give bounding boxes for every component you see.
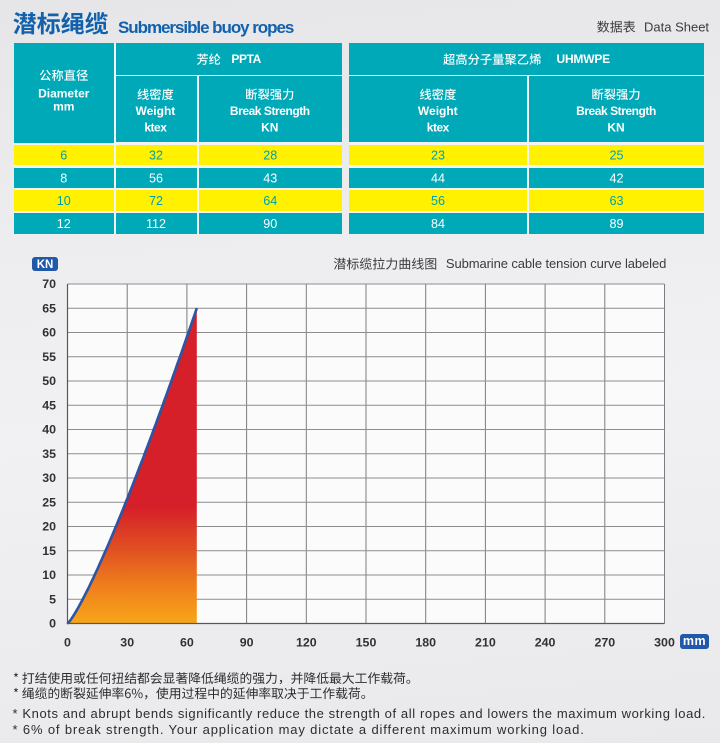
svg-text:65: 65 (42, 301, 56, 315)
svg-text:40: 40 (42, 423, 56, 437)
svg-text:Submarine cable tension curve: Submarine cable tension curve labeled (446, 256, 666, 271)
svg-text:25: 25 (609, 149, 623, 163)
svg-text:60: 60 (42, 326, 56, 340)
svg-text:63: 63 (609, 194, 623, 208)
svg-text:ktex: ktex (427, 120, 450, 134)
svg-text:270: 270 (594, 635, 615, 649)
svg-text:60: 60 (180, 635, 194, 649)
svg-text:43: 43 (263, 172, 277, 186)
svg-text:KN: KN (261, 120, 278, 134)
svg-text:Diameter: Diameter (38, 86, 90, 100)
svg-text:30: 30 (120, 635, 134, 649)
svg-text:* Knots and abrupt bends signi: * Knots and abrupt bends significantly r… (13, 706, 706, 721)
svg-text:64: 64 (263, 194, 277, 208)
svg-text:20: 20 (42, 520, 56, 534)
svg-text:120: 120 (296, 635, 317, 649)
svg-text:210: 210 (475, 635, 496, 649)
svg-text:12: 12 (57, 217, 71, 231)
svg-text:10: 10 (42, 568, 56, 582)
svg-text:KN: KN (37, 259, 54, 271)
svg-text:28: 28 (263, 149, 277, 163)
svg-text:* 6% of break strength. Your a: * 6% of break strength. Your application… (13, 722, 585, 737)
svg-text:90: 90 (263, 217, 277, 231)
svg-text:300: 300 (654, 635, 675, 649)
svg-text:44: 44 (431, 172, 445, 186)
svg-text:Break Strength: Break Strength (576, 104, 656, 118)
svg-text:90: 90 (240, 635, 254, 649)
svg-text:Data Sheet: Data Sheet (644, 20, 709, 35)
svg-text:180: 180 (415, 635, 436, 649)
svg-text:8: 8 (60, 172, 67, 186)
svg-text:112: 112 (146, 217, 166, 231)
svg-text:UHMWPE: UHMWPE (557, 52, 611, 66)
svg-text:72: 72 (149, 194, 163, 208)
svg-text:89: 89 (609, 217, 623, 231)
svg-text:Weight: Weight (136, 104, 176, 118)
svg-text:55: 55 (42, 350, 56, 364)
svg-text:70: 70 (42, 277, 56, 291)
svg-text:Weight: Weight (418, 104, 458, 118)
svg-text:32: 32 (149, 149, 163, 163)
svg-text:56: 56 (149, 172, 163, 186)
svg-text:PPTA: PPTA (231, 52, 261, 66)
svg-text:KN: KN (607, 120, 624, 134)
svg-text:mm: mm (683, 634, 706, 648)
svg-text:45: 45 (42, 398, 56, 412)
svg-text:5: 5 (49, 592, 56, 606)
svg-text:35: 35 (42, 447, 56, 461)
svg-text:240: 240 (535, 635, 556, 649)
svg-text:ktex: ktex (144, 120, 167, 134)
svg-text:10: 10 (57, 194, 71, 208)
svg-text:50: 50 (42, 374, 56, 388)
svg-text:56: 56 (431, 194, 445, 208)
svg-text:30: 30 (42, 471, 56, 485)
svg-text:mm: mm (53, 99, 74, 113)
svg-text:6: 6 (60, 149, 67, 163)
svg-text:23: 23 (431, 149, 445, 163)
svg-text:84: 84 (431, 217, 445, 231)
svg-text:15: 15 (42, 544, 56, 558)
svg-text:42: 42 (609, 172, 623, 186)
svg-text:Break Strength: Break Strength (230, 104, 310, 118)
svg-text:150: 150 (356, 635, 377, 649)
svg-text:0: 0 (49, 617, 56, 631)
svg-text:0: 0 (64, 635, 71, 649)
svg-text:Submersible buoy ropes: Submersible buoy ropes (118, 18, 294, 37)
svg-text:25: 25 (42, 495, 56, 509)
